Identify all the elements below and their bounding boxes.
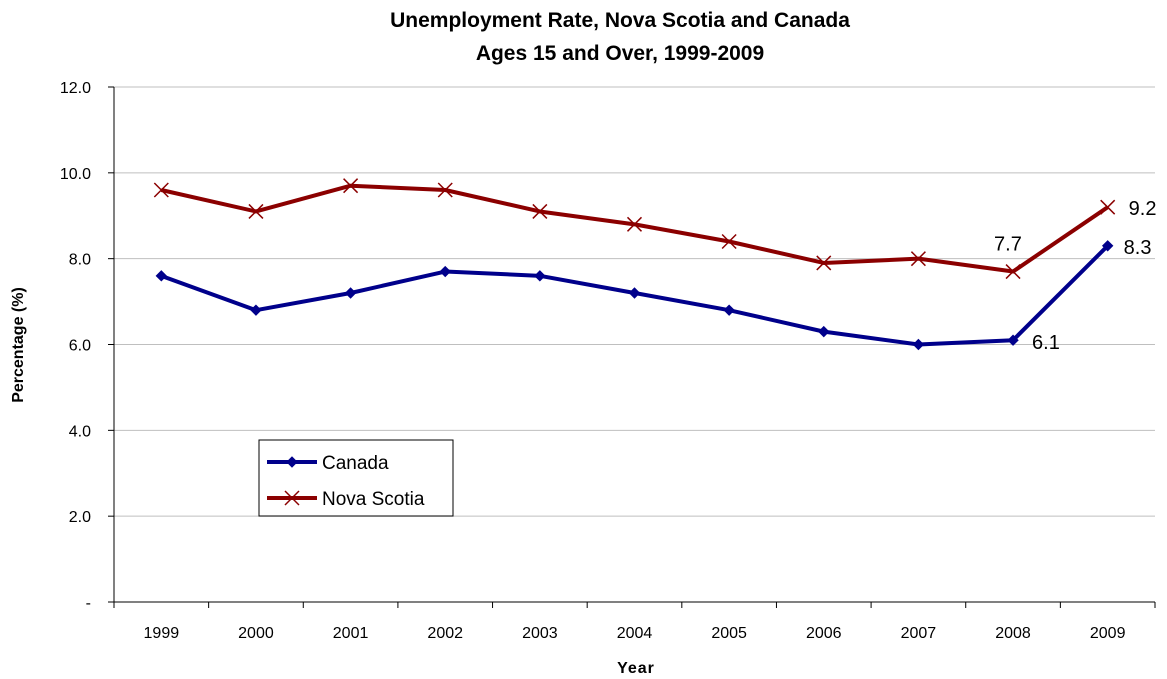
data-point-diamond (344, 287, 357, 299)
data-point-x (626, 216, 643, 232)
data-point-x (437, 182, 453, 198)
x-tick-label: 2008 (995, 625, 1031, 642)
legend: Canada Nova Scotia (258, 439, 454, 517)
y-axis-title: Percentage (%) (10, 287, 27, 403)
series-nova-scotia (153, 178, 1116, 280)
data-point-x (248, 203, 264, 219)
y-tick-label: 6.0 (69, 338, 91, 355)
x-axis-ticks: 1999 2000 2001 2002 2003 2004 2005 2006 2007 2008… (113, 602, 1156, 642)
data-point-diamond (1101, 240, 1114, 252)
data-point-x (910, 251, 926, 267)
x-tick-label: 2000 (238, 625, 274, 642)
legend-item-nova-scotia: Nova Scotia (267, 489, 425, 510)
data-point-diamond (286, 456, 298, 468)
data-point-x (343, 178, 359, 194)
x-tick-label: 2004 (617, 625, 653, 642)
data-point-diamond (155, 270, 168, 282)
x-tick-label: 2007 (901, 625, 937, 642)
x-tick-label: 2006 (806, 625, 842, 642)
gridlines (114, 86, 1155, 517)
data-point-diamond (723, 304, 735, 316)
data-label: 8.3 (1124, 237, 1152, 259)
y-tick-label: 10.0 (60, 166, 91, 183)
x-tick-label: 2003 (522, 625, 558, 642)
y-axis-ticks: - 2.0 4.0 6.0 8.0 10.0 12.0 (60, 80, 114, 612)
y-tick-label: 2.0 (69, 509, 91, 526)
y-tick-label: - (86, 595, 91, 612)
x-axis-title: Year (617, 660, 655, 677)
data-label: 6.1 (1032, 332, 1060, 354)
legend-label: Nova Scotia (322, 489, 425, 510)
x-tick-label: 2009 (1090, 625, 1126, 642)
data-point-diamond (534, 270, 546, 282)
data-point-x (816, 255, 832, 271)
chart-title-line-1: Unemployment Rate, Nova Scotia and Canad… (390, 9, 850, 32)
data-point-x (721, 233, 737, 250)
y-tick-label: 12.0 (60, 80, 91, 97)
data-point-x (1005, 264, 1021, 280)
legend-box (258, 439, 454, 517)
data-label: 9.2 (1129, 198, 1157, 220)
series-canada (155, 240, 1114, 351)
data-point-diamond (439, 265, 451, 278)
x-tick-label: 1999 (144, 625, 180, 642)
x-tick-label: 2005 (711, 625, 747, 642)
data-point-diamond (250, 304, 262, 316)
data-point-x (284, 490, 300, 506)
legend-label: Canada (322, 453, 389, 474)
data-point-diamond (912, 338, 925, 351)
y-tick-label: 4.0 (69, 423, 91, 440)
data-point-x (1100, 199, 1116, 215)
data-point-diamond (1007, 334, 1019, 346)
data-point-x (532, 203, 548, 219)
data-label: 7.7 (994, 234, 1022, 256)
chart-title-line-2: Ages 15 and Over, 1999-2009 (476, 42, 764, 65)
x-tick-label: 2002 (427, 625, 463, 642)
data-labels: 6.1 8.3 7.7 9.2 (994, 198, 1156, 354)
x-tick-label: 2001 (333, 625, 369, 642)
data-point-diamond (628, 287, 641, 299)
legend-item-canada: Canada (267, 453, 389, 474)
series-group (153, 178, 1116, 351)
data-point-x (153, 182, 169, 198)
y-tick-label: 8.0 (69, 252, 91, 269)
data-point-diamond (818, 325, 830, 338)
